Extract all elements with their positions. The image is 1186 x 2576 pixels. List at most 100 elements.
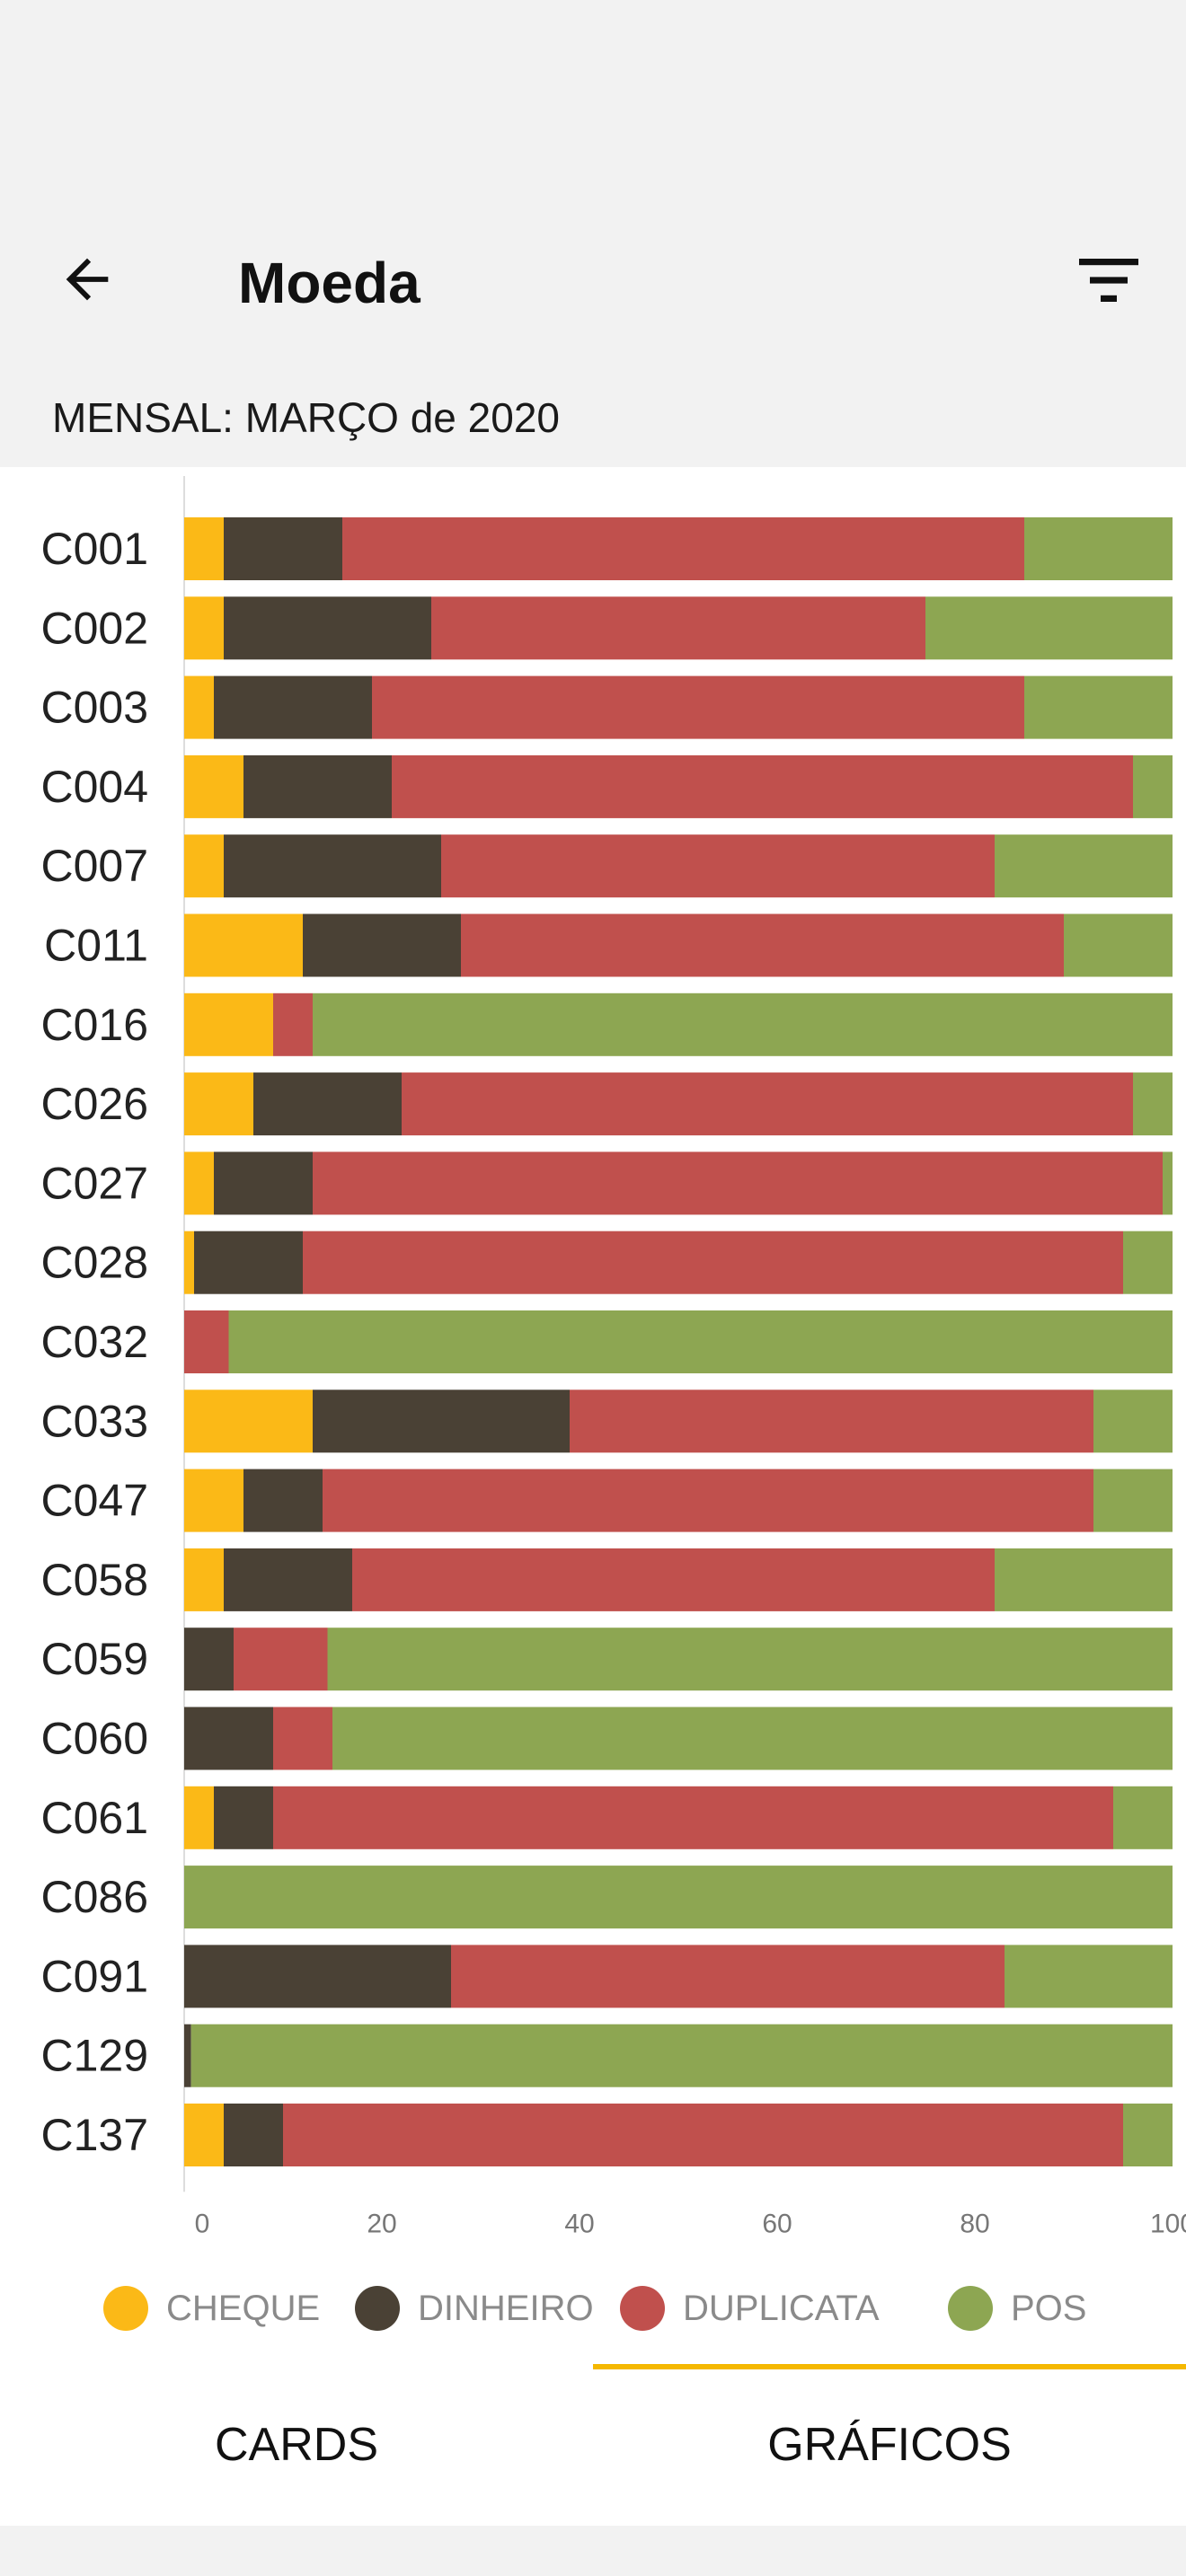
bar-segment-duplicata[interactable]: [313, 1151, 1163, 1215]
x-tick-label: 100: [1150, 2209, 1186, 2238]
tab-graficos[interactable]: GRÁFICOS: [767, 2419, 1012, 2471]
bar-segment-dinheiro[interactable]: [184, 1707, 273, 1770]
bar-segment-pos[interactable]: [995, 834, 1173, 898]
bar-segment-duplicata[interactable]: [303, 1231, 1123, 1294]
bar-segment-duplicata[interactable]: [273, 1786, 1113, 1849]
category-label: C026: [40, 1079, 148, 1129]
bar-segment-pos[interactable]: [1113, 1786, 1173, 1849]
bar-segment-pos[interactable]: [1133, 754, 1173, 818]
bar-segment-dinheiro[interactable]: [243, 1469, 323, 1532]
bar-segment-pos[interactable]: [332, 1707, 1173, 1770]
bar-segment-pos[interactable]: [313, 992, 1173, 1056]
bar-segment-duplicata[interactable]: [441, 834, 995, 898]
bar-segment-dinheiro[interactable]: [253, 1072, 402, 1136]
bar-segment-cheque[interactable]: [184, 1231, 194, 1294]
bar-segment-duplicata[interactable]: [461, 913, 1064, 977]
legend-swatch: [620, 2286, 665, 2331]
bar-segment-duplicata[interactable]: [431, 596, 925, 660]
legend-item-dinheiro[interactable]: DINHEIRO: [355, 2277, 594, 2340]
bar-segment-duplicata[interactable]: [234, 1628, 328, 1691]
bar-segment-duplicata[interactable]: [184, 1310, 229, 1373]
bar-segment-dinheiro[interactable]: [224, 834, 441, 898]
legend-label: DINHEIRO: [418, 2288, 594, 2328]
bar-segment-pos[interactable]: [1093, 1469, 1173, 1532]
bar-segment-dinheiro[interactable]: [313, 1389, 570, 1453]
bar-segment-duplicata[interactable]: [283, 2104, 1123, 2166]
bar-segment-duplicata[interactable]: [451, 1945, 1005, 2008]
category-label: C027: [40, 1158, 148, 1208]
bar-segment-pos[interactable]: [1093, 1389, 1173, 1453]
bar-segment-cheque[interactable]: [184, 913, 303, 977]
bar-segment-duplicata[interactable]: [372, 675, 1024, 739]
bar-segment-pos[interactable]: [228, 1310, 1173, 1373]
bar-segment-dinheiro[interactable]: [184, 1628, 234, 1691]
arrow-left-icon[interactable]: [56, 248, 119, 311]
bar-segment-pos[interactable]: [1133, 1072, 1173, 1136]
legend-item-pos[interactable]: POS: [948, 2277, 1086, 2340]
bar-segment-pos[interactable]: [1123, 1231, 1173, 1294]
bar-segment-cheque[interactable]: [184, 517, 224, 580]
category-label: C047: [40, 1476, 148, 1526]
bar-segment-pos[interactable]: [184, 1866, 1173, 1929]
bar-segment-cheque[interactable]: [184, 992, 273, 1056]
category-label: C060: [40, 1714, 148, 1764]
bar-segment-duplicata[interactable]: [352, 1548, 995, 1611]
x-tick-label: 60: [762, 2209, 792, 2238]
tab-cards[interactable]: CARDS: [214, 2419, 379, 2471]
bar-segment-duplicata[interactable]: [323, 1469, 1093, 1532]
bar-segment-cheque[interactable]: [184, 1072, 253, 1136]
category-label: C033: [40, 1396, 148, 1446]
chart-area: C001 C002 C003 C004 C007 C011 C016 C026 C027 C028…: [0, 467, 1186, 2364]
bar-segment-pos[interactable]: [190, 2024, 1173, 2087]
bar-segment-cheque[interactable]: [184, 1786, 214, 1849]
category-label: C011: [44, 921, 148, 971]
bar-segment-duplicata[interactable]: [570, 1389, 1093, 1453]
bar-segment-pos[interactable]: [995, 1548, 1173, 1611]
bar-segment-pos[interactable]: [327, 1628, 1173, 1691]
category-label: C028: [40, 1238, 148, 1288]
bar-segment-pos[interactable]: [1163, 1151, 1173, 1215]
legend-label: CHEQUE: [166, 2288, 321, 2328]
bar-segment-duplicata[interactable]: [392, 754, 1133, 818]
bar-segment-duplicata[interactable]: [402, 1072, 1133, 1136]
bar-segment-cheque[interactable]: [184, 754, 243, 818]
category-label: C032: [40, 1317, 148, 1367]
stacked-bar-chart: C001 C002 C003 C004 C007 C011 C016 C026 C027 C028…: [40, 476, 1186, 2238]
category-label: C059: [40, 1634, 148, 1684]
bar-segment-dinheiro[interactable]: [224, 2104, 283, 2166]
bar-segment-pos[interactable]: [1123, 2104, 1173, 2166]
x-tick-label: 0: [195, 2209, 210, 2238]
bar-segment-cheque[interactable]: [184, 2104, 224, 2166]
legend-item-duplicata[interactable]: DUPLICATA: [620, 2277, 880, 2340]
bar-segment-dinheiro[interactable]: [224, 517, 342, 580]
bar-segment-duplicata[interactable]: [273, 992, 313, 1056]
bar-segment-dinheiro[interactable]: [184, 1945, 451, 2008]
filter-icon[interactable]: [1075, 253, 1143, 307]
category-label: C002: [40, 603, 148, 653]
bar-segment-dinheiro[interactable]: [214, 1151, 313, 1215]
bar-segment-cheque[interactable]: [184, 675, 214, 739]
bar-segment-dinheiro[interactable]: [224, 596, 431, 660]
bar-segment-cheque[interactable]: [184, 1469, 243, 1532]
bar-segment-pos[interactable]: [925, 596, 1173, 660]
bar-segment-dinheiro[interactable]: [214, 1786, 273, 1849]
bar-segment-dinheiro[interactable]: [214, 675, 372, 739]
legend-item-cheque[interactable]: CHEQUE: [103, 2277, 320, 2340]
bar-segment-pos[interactable]: [1064, 913, 1173, 977]
bar-segment-dinheiro[interactable]: [184, 2024, 191, 2087]
bar-segment-pos[interactable]: [1024, 517, 1173, 580]
bar-segment-cheque[interactable]: [184, 1389, 313, 1453]
bar-segment-dinheiro[interactable]: [224, 1548, 352, 1611]
bar-segment-pos[interactable]: [1005, 1945, 1173, 2008]
bar-segment-cheque[interactable]: [184, 1151, 214, 1215]
bar-segment-cheque[interactable]: [184, 1548, 224, 1611]
bar-segment-cheque[interactable]: [184, 596, 224, 660]
page-title: Moeda: [238, 251, 420, 315]
bar-segment-pos[interactable]: [1024, 675, 1173, 739]
bar-segment-duplicata[interactable]: [342, 517, 1024, 580]
bar-segment-duplicata[interactable]: [273, 1707, 332, 1770]
bar-segment-dinheiro[interactable]: [303, 913, 461, 977]
bar-segment-cheque[interactable]: [184, 834, 224, 898]
bar-segment-dinheiro[interactable]: [243, 754, 392, 818]
bar-segment-dinheiro[interactable]: [194, 1231, 303, 1294]
